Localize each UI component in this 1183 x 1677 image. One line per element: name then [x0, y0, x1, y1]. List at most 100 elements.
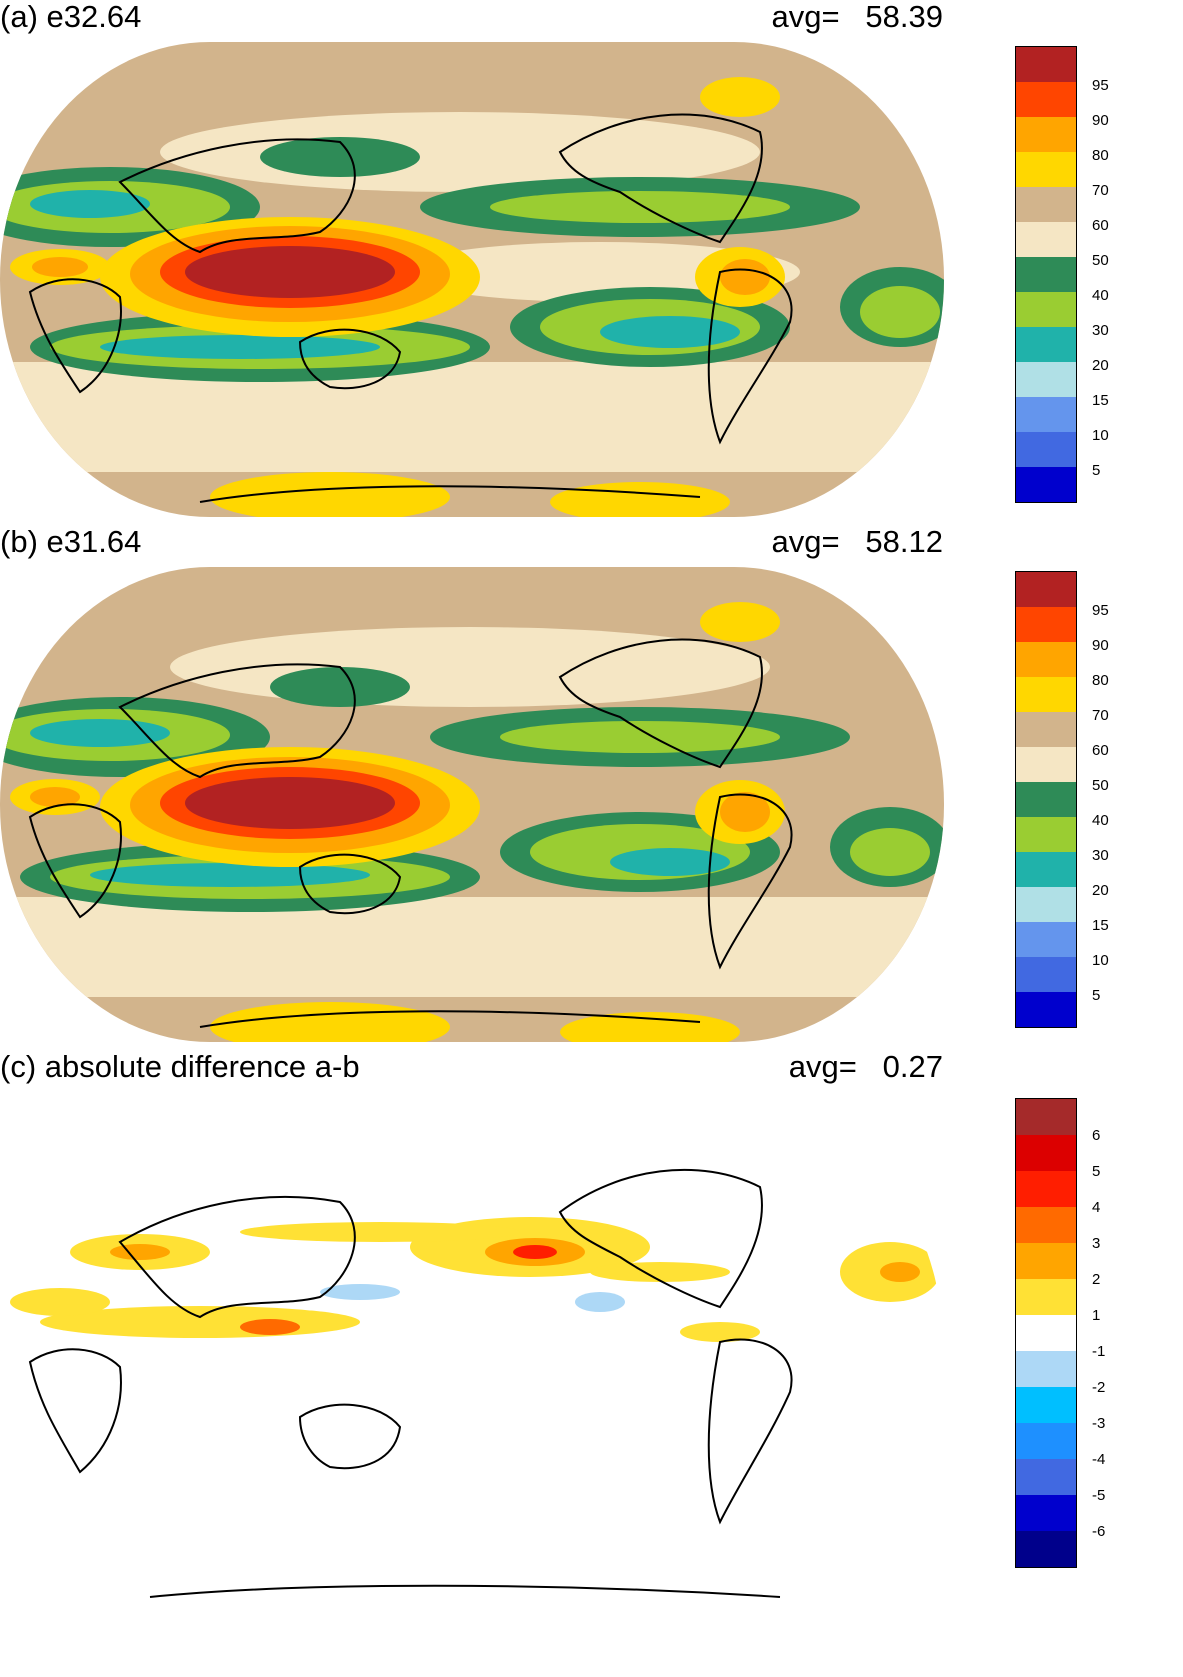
- colorbar-box: [1016, 1351, 1076, 1387]
- colorbar-tick: 4: [1092, 1199, 1101, 1216]
- colorbar: [1015, 46, 1077, 503]
- field-band: [590, 1262, 730, 1282]
- colorbar-box: [1016, 817, 1076, 852]
- panel-average: avg= 58.39: [771, 0, 943, 34]
- colorbar-tick: 90: [1092, 112, 1109, 129]
- colorbar-box: [1016, 117, 1076, 152]
- colorbar-box: [1016, 747, 1076, 782]
- colorbar-box: [1016, 1315, 1076, 1351]
- coastlines: [28, 1168, 793, 1598]
- colorbar-tick: 80: [1092, 672, 1109, 689]
- colorbar-box: [1016, 1207, 1076, 1243]
- field-band: [513, 1245, 557, 1259]
- field-band: [490, 191, 790, 223]
- colorbar-box: [1016, 782, 1076, 817]
- colorbar-tick: 2: [1092, 1271, 1101, 1288]
- field-band: [500, 721, 780, 753]
- field-band: [850, 828, 930, 876]
- panel-a: (a) e32.64 avg= 58.39: [0, 0, 1183, 520]
- colorbar-box: [1016, 47, 1076, 82]
- field-band: [30, 190, 150, 218]
- eurasia-coastline: [118, 1196, 356, 1319]
- colorbar: [1015, 571, 1077, 1028]
- colorbar-box: [1016, 1279, 1076, 1315]
- colorbar-tick: 1: [1092, 1307, 1101, 1324]
- colorbar-tick: 15: [1092, 392, 1109, 409]
- colorbar-tick: 30: [1092, 322, 1109, 339]
- colorbar-tick: 40: [1092, 812, 1109, 829]
- colorbar-tick: 20: [1092, 357, 1109, 374]
- colorbar-tick: 10: [1092, 952, 1109, 969]
- colorbar-box: [1016, 1135, 1076, 1171]
- map-b: [0, 567, 944, 1042]
- colorbar: [1015, 1098, 1077, 1568]
- colorbar-tick: 90: [1092, 637, 1109, 654]
- field-band: [700, 602, 780, 642]
- coastlines: [28, 638, 793, 1028]
- colorbar-box: [1016, 607, 1076, 642]
- africa-coastline: [28, 1348, 122, 1474]
- colorbar-box: [1016, 257, 1076, 292]
- field-band: [32, 257, 88, 277]
- field-band: [550, 482, 730, 517]
- colorbar-box: [1016, 677, 1076, 712]
- australia-coastline: [298, 1403, 402, 1470]
- avg-label: avg=: [771, 0, 840, 34]
- panel-b: (b) e31.64 avg= 58.12: [0, 525, 1183, 1045]
- panel-title: (a) e32.64: [0, 0, 142, 34]
- colorbar-tick: -6: [1092, 1523, 1106, 1540]
- antarctica-coastline: [149, 1584, 781, 1598]
- colorbar-box: [1016, 1171, 1076, 1207]
- colorbar-tick: 60: [1092, 742, 1109, 759]
- north-america-coastline: [558, 1168, 763, 1309]
- field-band: [575, 1292, 625, 1312]
- colorbar-tick: 95: [1092, 602, 1109, 619]
- colorbar-box: [1016, 1495, 1076, 1531]
- colorbar-box: [1016, 432, 1076, 467]
- south-america-coastline: [707, 1338, 793, 1525]
- field-band: [680, 1322, 760, 1342]
- colorbar-box: [1016, 957, 1076, 992]
- colorbar-tick: -1: [1092, 1343, 1106, 1360]
- eurasia-coastline: [118, 138, 356, 254]
- colorbar-box: [1016, 1423, 1076, 1459]
- map-c: [0, 1092, 944, 1612]
- field-band: [10, 1288, 110, 1316]
- field-band: [270, 667, 410, 707]
- colorbar-box: [1016, 1243, 1076, 1279]
- colorbar-tick: 5: [1092, 462, 1101, 479]
- avg-label: avg=: [788, 1049, 857, 1084]
- field-band: [0, 362, 944, 472]
- field-band: [240, 1222, 520, 1242]
- colorbar-tick: 50: [1092, 777, 1109, 794]
- colorbar-tick: 10: [1092, 427, 1109, 444]
- colorbar-box: [1016, 852, 1076, 887]
- field-band: [880, 1262, 920, 1282]
- south-america-coastline: [707, 793, 793, 970]
- colorbar-box: [1016, 152, 1076, 187]
- colorbar-box: [1016, 922, 1076, 957]
- colorbar-tick: 5: [1092, 987, 1101, 1004]
- colorbar-box: [1016, 887, 1076, 922]
- colorbar-box: [1016, 712, 1076, 747]
- colorbar-box: [1016, 397, 1076, 432]
- colorbar-box: [1016, 1387, 1076, 1423]
- colorbar-tick: 95: [1092, 77, 1109, 94]
- colorbar-box: [1016, 292, 1076, 327]
- colorbar-box: [1016, 187, 1076, 222]
- field-band: [240, 1319, 300, 1335]
- colorbar-tick: 20: [1092, 882, 1109, 899]
- colorbar-box: [1016, 1531, 1076, 1567]
- coastlines: [28, 113, 793, 503]
- colorbar-box: [1016, 467, 1076, 502]
- field-band: [185, 777, 395, 829]
- colorbar-box: [1016, 572, 1076, 607]
- field-band: [720, 792, 770, 832]
- field-band: [700, 77, 780, 117]
- field-band: [260, 137, 420, 177]
- eurasia-coastline: [118, 663, 356, 779]
- antarctica-coastline: [199, 1010, 701, 1028]
- field-band: [320, 1284, 400, 1300]
- colorbar-tick: -4: [1092, 1451, 1106, 1468]
- avg-value: 58.12: [865, 524, 943, 559]
